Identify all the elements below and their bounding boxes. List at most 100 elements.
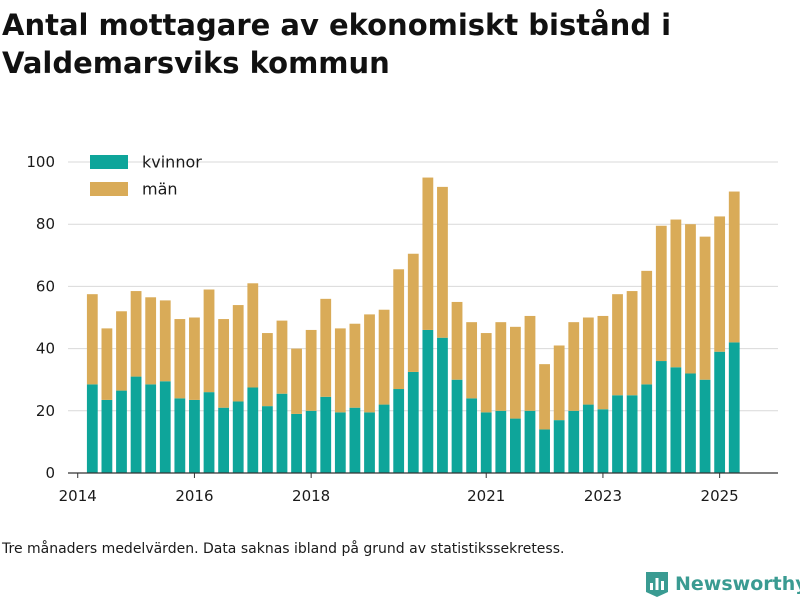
chart-title: Antal mottagare av ekonomiskt bistånd i … [2, 8, 672, 80]
bar-man [334, 328, 346, 413]
bar-kvinnor [291, 413, 302, 473]
x-tick-label: 2016 [175, 487, 213, 505]
legend-swatch-kvinnor [90, 155, 128, 169]
bar-man [699, 236, 711, 380]
bar-man [582, 317, 594, 405]
footnote: Tre månaders medelvärden. Data saknas ib… [2, 541, 565, 557]
bar-man [218, 319, 230, 408]
y-tick-label: 0 [45, 464, 55, 482]
bar-man [232, 305, 244, 402]
bar-kvinnor [582, 404, 594, 473]
bar-man [626, 291, 638, 396]
bar-man [86, 294, 98, 385]
bar-man [524, 315, 536, 411]
bar-man [714, 216, 726, 352]
bar-kvinnor [247, 387, 259, 473]
bar-man [378, 309, 390, 405]
bar-kvinnor [728, 342, 740, 473]
bar-kvinnor [349, 407, 361, 473]
bar-man [101, 328, 113, 400]
bar-man [189, 317, 200, 400]
bar-man [174, 319, 186, 399]
bar-man [320, 298, 332, 397]
bar-man [364, 314, 375, 413]
bar-man [451, 301, 463, 380]
bar-kvinnor [364, 412, 375, 473]
legend-label-man: män [142, 180, 178, 199]
bar-man [203, 289, 215, 393]
x-tick-label: 2018 [292, 487, 330, 505]
legend-label-kvinnor: kvinnor [142, 153, 202, 172]
legend: kvinnor män [90, 153, 202, 199]
bar-man [422, 177, 434, 330]
bar-kvinnor [466, 398, 478, 473]
x-tick-label: 2014 [59, 487, 97, 505]
bar-kvinnor [407, 371, 419, 473]
bar-kvinnor [320, 396, 332, 473]
bar-man [728, 191, 740, 343]
bar-kvinnor [641, 384, 653, 473]
bar-man [159, 300, 171, 382]
bar-kvinnor [232, 401, 244, 473]
bar-kvinnor [101, 399, 113, 473]
bar-kvinnor [437, 337, 448, 473]
bar-man [655, 225, 667, 362]
bar-kvinnor [393, 389, 405, 473]
bar-kvinnor [597, 409, 609, 473]
bar-kvinnor [670, 367, 682, 473]
bar-kvinnor [524, 410, 536, 473]
bar-man [612, 294, 623, 396]
bar-kvinnor [261, 406, 273, 473]
brand-logo[interactable]: Newsworthy [645, 569, 800, 599]
bar-kvinnor [159, 381, 171, 473]
bar-man [495, 322, 507, 411]
bar-kvinnor [189, 399, 200, 473]
x-tick-label: 2023 [584, 487, 622, 505]
bar-kvinnor [174, 398, 186, 473]
bar-kvinnor [655, 361, 667, 473]
bar-kvinnor [568, 410, 580, 473]
bar-kvinnor [203, 392, 215, 473]
bar-kvinnor [553, 420, 565, 473]
bar-kvinnor [480, 412, 492, 473]
bar-man [349, 323, 361, 408]
x-tick-label: 2025 [701, 487, 739, 505]
bar-kvinnor [714, 351, 726, 473]
bar-kvinnor [626, 395, 638, 473]
bar-man [145, 297, 157, 385]
bar-man [276, 320, 288, 394]
bar-kvinnor [116, 390, 127, 473]
bar-kvinnor [422, 329, 434, 473]
bar-man [568, 322, 580, 411]
bar-kvinnor [495, 410, 507, 473]
bar-man [116, 311, 127, 391]
bars [86, 177, 740, 473]
y-tick-label: 20 [36, 402, 55, 420]
bar-man [305, 329, 317, 411]
y-tick-label: 60 [36, 277, 55, 295]
bar-man [509, 326, 521, 419]
bar-man [437, 186, 448, 338]
y-tick-label: 80 [36, 215, 55, 233]
bar-man [291, 348, 302, 414]
y-tick-label: 40 [36, 340, 55, 358]
bar-kvinnor [612, 395, 623, 473]
bar-kvinnor [378, 404, 390, 473]
bar-kvinnor [276, 393, 288, 473]
bar-kvinnor [539, 429, 550, 473]
bar-man [597, 315, 609, 410]
bar-man [261, 333, 273, 407]
bar-man [407, 253, 419, 372]
bar-kvinnor [145, 384, 157, 473]
y-axis: 0 20 40 60 80 100 [26, 153, 55, 482]
bar-man [553, 345, 565, 421]
brand-name: Newsworthy [675, 573, 800, 595]
bar-man [670, 219, 682, 368]
x-axis: 2014 2016 2018 2021 2023 2025 [59, 472, 778, 505]
bar-kvinnor [451, 379, 463, 473]
bar-kvinnor [699, 379, 711, 473]
bar-kvinnor [305, 410, 317, 473]
bar-man [130, 291, 142, 377]
bar-kvinnor [509, 418, 521, 473]
